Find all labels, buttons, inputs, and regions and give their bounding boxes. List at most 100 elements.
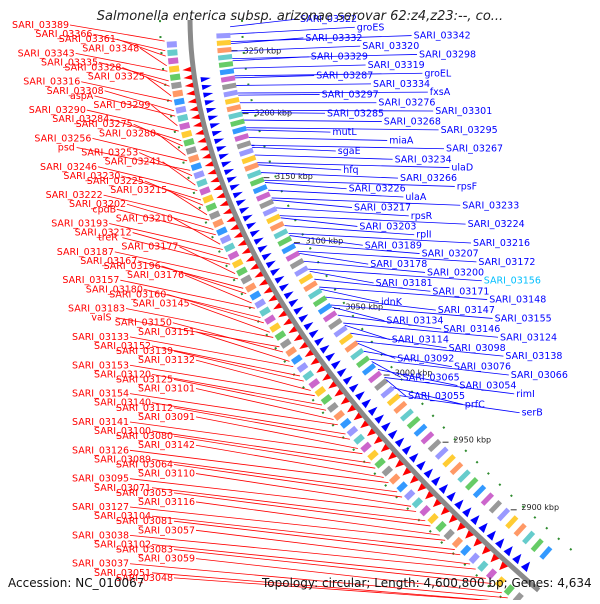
right-gene-label: SARI_03298 <box>419 49 476 60</box>
feature-block <box>438 523 445 530</box>
feature-block <box>217 229 226 233</box>
gene-arrow-reverse <box>284 291 294 299</box>
left-gene-label: SARI_03280 <box>99 128 156 139</box>
right-gene-label: SARI_03268 <box>384 117 441 128</box>
feature-block <box>210 213 219 217</box>
feature-block <box>217 49 231 50</box>
feature-block <box>266 317 274 322</box>
left-gene-label: SARI_03348 <box>82 43 139 54</box>
feature-block <box>467 479 477 489</box>
feature-block <box>370 373 381 382</box>
right-gene-label: SARI_03124 <box>500 332 557 343</box>
gene-arrow-reverse <box>454 500 463 510</box>
gene-arrow-reverse <box>343 376 353 385</box>
feature-block <box>352 350 363 358</box>
right-gene-label: SARI_03287 <box>316 71 373 82</box>
gene-arrow-reverse <box>314 337 324 346</box>
gene-arrow-reverse <box>243 215 253 222</box>
gene-arrow-reverse <box>409 453 418 463</box>
gene-arrow-reverse <box>224 169 234 175</box>
feature-block <box>221 237 230 241</box>
feature-block <box>167 44 177 45</box>
feature-block <box>330 320 341 328</box>
right-gene-label: SARI_03055 <box>408 391 465 402</box>
feature-block <box>186 149 196 152</box>
feature-block <box>515 594 522 600</box>
feature-block <box>231 121 245 125</box>
left-gene-label: SARI_03151 <box>138 327 195 338</box>
feature-block <box>240 150 253 154</box>
left-leader-line <box>196 445 384 477</box>
gene-arrow-reverse <box>258 245 268 252</box>
left-gene-label: SARI_03177 <box>121 242 178 253</box>
gene-arrow-reverse <box>331 360 341 369</box>
feature-block <box>444 456 454 466</box>
gene-arrow-reverse <box>205 100 215 105</box>
feature-block <box>178 117 188 119</box>
feature-block <box>541 548 550 559</box>
feature-block <box>197 181 206 184</box>
gene-arrow-reverse <box>293 307 303 315</box>
feature-block <box>395 403 406 412</box>
left-leader-line <box>196 530 470 564</box>
feature-block <box>398 483 405 490</box>
feature-block <box>391 476 398 483</box>
gene-arrow-reverse <box>309 330 319 339</box>
feature-block <box>261 309 270 314</box>
left-gene-label: psd <box>58 143 75 154</box>
feature-block <box>524 532 533 542</box>
gene-arrow-forward <box>182 67 191 72</box>
feature-block <box>414 499 421 506</box>
feature-block <box>483 494 493 504</box>
feature-block <box>203 197 212 201</box>
feature-block <box>254 186 267 191</box>
feature-block <box>293 357 301 363</box>
feature-block <box>217 42 231 43</box>
feature-block <box>287 349 295 355</box>
right-gene-label: SARI_03171 <box>432 286 489 297</box>
right-gene-label: SARI_03329 <box>311 52 368 63</box>
feature-block <box>437 448 447 458</box>
feature-block <box>233 261 242 266</box>
feature-block <box>207 205 216 209</box>
feature-block <box>382 388 393 397</box>
left-gene-label: SARI_03241 <box>105 157 162 168</box>
feature-block <box>245 165 258 170</box>
right-gene-label: SARI_03297 <box>322 89 379 100</box>
gene-arrow-reverse <box>208 116 218 121</box>
feature-block <box>329 404 337 410</box>
right-gene-label: SARI_03156 <box>484 276 541 287</box>
gene-arrow-reverse <box>206 108 216 113</box>
feature-block <box>408 418 418 427</box>
feature-block <box>189 157 199 160</box>
right-gene-label: SARI_03266 <box>400 173 457 184</box>
feature-block <box>323 396 331 402</box>
right-gene-label: rplI <box>416 230 431 241</box>
gene-arrow-reverse <box>212 131 222 137</box>
right-gene-label: SARI_03332 <box>305 33 362 44</box>
feature-block <box>310 380 318 386</box>
right-gene-label: SARI_03172 <box>478 257 535 268</box>
feature-block <box>224 92 238 95</box>
left-leader-line <box>196 502 440 535</box>
right-gene-label: fxsA <box>430 87 451 98</box>
right-gene-label: SARI_03334 <box>373 79 430 90</box>
gene-arrow-reverse <box>216 146 226 152</box>
left-gene-label: cpdB <box>92 204 116 215</box>
right-gene-label: ulaD <box>451 163 473 174</box>
genome-info-label: Topology: circular; Length: 4,600,800 bp… <box>262 576 592 590</box>
kbp-marker-label: 2950 kbp <box>453 435 491 444</box>
feature-block <box>235 135 248 139</box>
feature-block <box>335 412 343 418</box>
gene-arrow-reverse <box>236 199 246 206</box>
feature-block <box>491 502 501 512</box>
left-leader-line <box>174 436 375 468</box>
gene-arrow-reverse <box>254 238 264 245</box>
feature-block <box>251 293 260 298</box>
feature-block <box>283 245 295 252</box>
gene-arrow-reverse <box>298 314 308 322</box>
gene-arrow-reverse <box>368 407 378 416</box>
feature-block <box>242 157 255 162</box>
right-gene-label: prfC <box>465 399 485 410</box>
